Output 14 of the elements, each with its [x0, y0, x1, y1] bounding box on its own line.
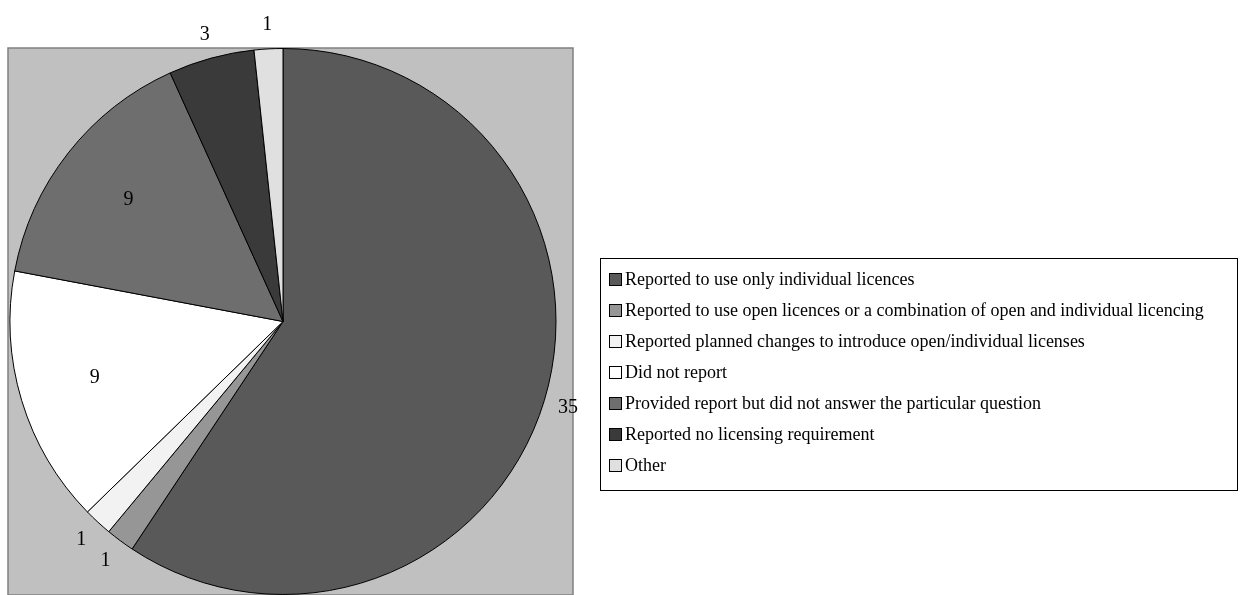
- data-label: 35: [557, 394, 578, 417]
- legend-label: Reported planned changes to introduce open/individual licenses: [625, 331, 1085, 352]
- data-label: 9: [89, 365, 100, 388]
- data-label: 1: [100, 547, 111, 570]
- legend-label: Did not report: [625, 362, 727, 383]
- legend-label: Provided report but did not answer the particular question: [625, 393, 1041, 414]
- data-label: 9: [123, 187, 134, 210]
- data-label: 1: [76, 527, 87, 550]
- legend-label: Reported no licensing requirement: [625, 424, 875, 445]
- data-label: 3: [199, 21, 210, 44]
- legend-label: Reported to use open licences or a combination of open and individual licencing: [625, 300, 1204, 321]
- legend-label: Reported to use only individual licences: [625, 269, 915, 290]
- data-label: 1: [262, 11, 273, 34]
- legend-label: Other: [625, 455, 666, 476]
